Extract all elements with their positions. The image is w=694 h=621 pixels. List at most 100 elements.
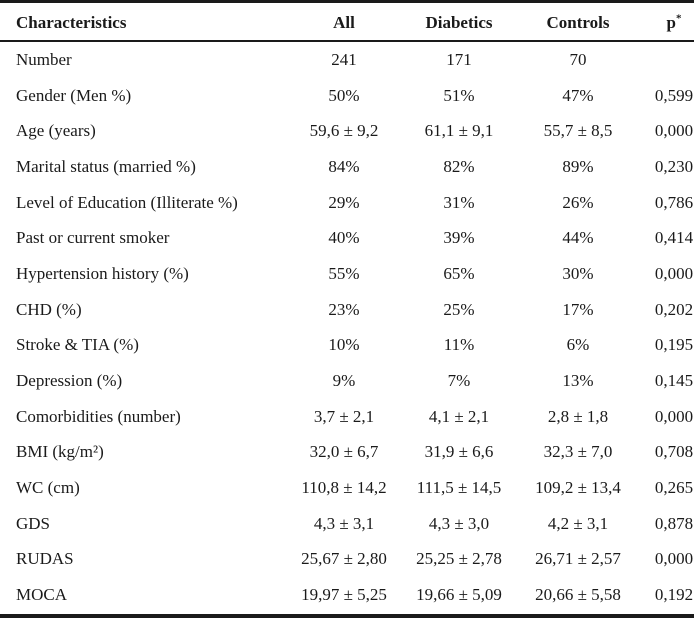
diabetics-cell: 171 (446, 49, 472, 69)
p-value-cell: 0,265 (654, 478, 694, 498)
diabetics-cell: 82% (443, 156, 475, 176)
p-value-cell: 0,202 (654, 299, 694, 319)
diabetics-cell: 31% (443, 192, 475, 212)
diabetics-cell: 65% (443, 263, 475, 283)
diabetics-cell: 61,1 ± 9,1 (424, 121, 494, 141)
bottom-rule (0, 614, 694, 618)
controls-cell: 26,71 ± 2,57 (535, 549, 621, 569)
table-row: Stroke & TIA (%) 10% 11% 6% 0,195 (0, 328, 694, 364)
controls-cell: 89% (562, 156, 594, 176)
controls-cell: 4,2 ± 3,1 (547, 513, 609, 533)
table-row: Depression (%) 9% 7% 13% 0,145 (0, 363, 694, 399)
header-p-label: p* (666, 12, 682, 33)
diabetics-cell: 11% (443, 335, 475, 355)
table-row: CHD (%) 23% 25% 17% 0,202 (0, 292, 694, 328)
all-cell: 9% (332, 371, 356, 391)
p-asterisk: * (675, 12, 682, 25)
controls-cell: 55,7 ± 8,5 (543, 121, 613, 141)
p-value-cell: 0,000 (654, 121, 694, 141)
characteristic-cell: Level of Education (Illiterate %) (16, 192, 238, 212)
characteristic-cell: WC (cm) (16, 478, 80, 498)
diabetics-cell: 4,3 ± 3,0 (428, 513, 490, 533)
p-value-cell: 0,000 (654, 263, 694, 283)
characteristic-cell: Stroke & TIA (%) (16, 335, 139, 355)
header-characteristics: Characteristics (16, 13, 127, 32)
characteristic-cell: Depression (%) (16, 371, 123, 391)
diabetics-cell: 25% (443, 299, 475, 319)
table-row: MOCA 19,97 ± 5,25 19,66 ± 5,09 20,66 ± 5,58… (0, 577, 694, 613)
characteristic-cell: Number (16, 49, 72, 69)
all-cell: 50% (328, 85, 360, 105)
p-value-cell: 0,230 (654, 156, 694, 176)
table-row: Gender (Men %) 50% 51% 47% 0,599 (0, 78, 694, 114)
table-row: Comorbidities (number) 3,7 ± 2,1 4,1 ± 2,1… (0, 399, 694, 435)
controls-cell: 6% (566, 335, 590, 355)
header-diabetics: Diabetics (425, 13, 493, 32)
p-value-cell: 0,414 (654, 228, 694, 248)
table-row: Number 241 171 70 (0, 42, 694, 78)
p-value-cell: 0,000 (654, 549, 694, 569)
top-rule (0, 0, 694, 3)
all-cell: 23% (328, 299, 360, 319)
table-row: GDS 4,3 ± 3,1 4,3 ± 3,0 4,2 ± 3,1 0,878 (0, 506, 694, 542)
controls-cell: 2,8 ± 1,8 (547, 406, 609, 426)
header-controls: Controls (546, 13, 610, 32)
all-cell: 19,97 ± 5,25 (301, 585, 387, 605)
table-row: RUDAS 25,67 ± 2,80 25,25 ± 2,78 26,71 ± 2,5… (0, 542, 694, 578)
characteristic-cell: CHD (%) (16, 299, 82, 319)
table-row: Age (years) 59,6 ± 9,2 61,1 ± 9,1 55,7 ± 8,… (0, 113, 694, 149)
diabetics-cell: 25,25 ± 2,78 (416, 549, 502, 569)
characteristic-cell: BMI (kg/m²) (16, 442, 104, 462)
controls-cell: 70 (569, 49, 587, 69)
table-body: Number 241 171 70 Gender (Men %) 50% 51% 47% 0,5… (0, 42, 694, 613)
p-value-cell: 0,708 (654, 442, 694, 462)
all-cell: 29% (328, 192, 360, 212)
all-cell: 110,8 ± 14,2 (301, 478, 387, 498)
table-row: Hypertension history (%) 55% 65% 30% 0,000 (0, 256, 694, 292)
diabetics-cell: 39% (443, 228, 475, 248)
p-value-cell: 0,000 (654, 406, 694, 426)
all-cell: 241 (331, 49, 357, 69)
controls-cell: 20,66 ± 5,58 (535, 585, 621, 605)
diabetics-cell: 31,9 ± 6,6 (424, 442, 494, 462)
characteristic-cell: Marital status (married %) (16, 156, 196, 176)
diabetics-cell: 19,66 ± 5,09 (416, 585, 502, 605)
p-value-cell: 0,786 (654, 192, 694, 212)
diabetics-cell: 4,1 ± 2,1 (428, 406, 490, 426)
all-cell: 32,0 ± 6,7 (309, 442, 379, 462)
controls-cell: 44% (562, 228, 594, 248)
diabetics-cell: 51% (443, 85, 475, 105)
characteristic-cell: Gender (Men %) (16, 85, 132, 105)
all-cell: 84% (328, 156, 360, 176)
p-value-cell: 0,195 (654, 335, 694, 355)
controls-cell: 13% (562, 371, 594, 391)
controls-cell: 30% (562, 263, 594, 283)
diabetics-cell: 7% (447, 371, 471, 391)
p-value-cell: 0,599 (654, 85, 694, 105)
table-row: WC (cm) 110,8 ± 14,2 111,5 ± 14,5 109,2 ± 1… (0, 470, 694, 506)
characteristic-cell: Hypertension history (%) (16, 263, 189, 283)
all-cell: 10% (328, 335, 360, 355)
controls-cell: 26% (562, 192, 594, 212)
header-all: All (333, 13, 355, 32)
characteristic-cell: Past or current smoker (16, 228, 170, 248)
table-row: Past or current smoker 40% 39% 44% 0,414 (0, 220, 694, 256)
all-cell: 25,67 ± 2,80 (301, 549, 387, 569)
characteristic-cell: MOCA (16, 585, 68, 605)
p-value-cell: 0,878 (654, 513, 694, 533)
diabetics-cell: 111,5 ± 14,5 (416, 478, 502, 498)
all-cell: 59,6 ± 9,2 (309, 121, 379, 141)
all-cell: 3,7 ± 2,1 (313, 406, 375, 426)
header-p-value: p* (638, 0, 694, 42)
header-row: Characteristics All Diabetics Controls p… (0, 0, 694, 42)
header-rule (0, 40, 694, 42)
p-value-cell: 0,192 (654, 585, 694, 605)
p-value-cell (638, 42, 694, 78)
characteristic-cell: Age (years) (16, 121, 96, 141)
all-cell: 55% (328, 263, 360, 283)
controls-cell: 17% (562, 299, 594, 319)
controls-cell: 109,2 ± 13,4 (535, 478, 621, 498)
characteristic-cell: Comorbidities (number) (16, 406, 181, 426)
